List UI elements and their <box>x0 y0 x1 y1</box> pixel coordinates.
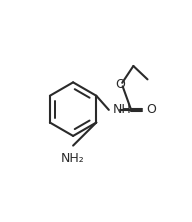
Text: NH: NH <box>113 103 131 116</box>
Text: O: O <box>146 103 156 116</box>
Text: O: O <box>115 78 125 91</box>
Text: NH₂: NH₂ <box>61 152 85 165</box>
